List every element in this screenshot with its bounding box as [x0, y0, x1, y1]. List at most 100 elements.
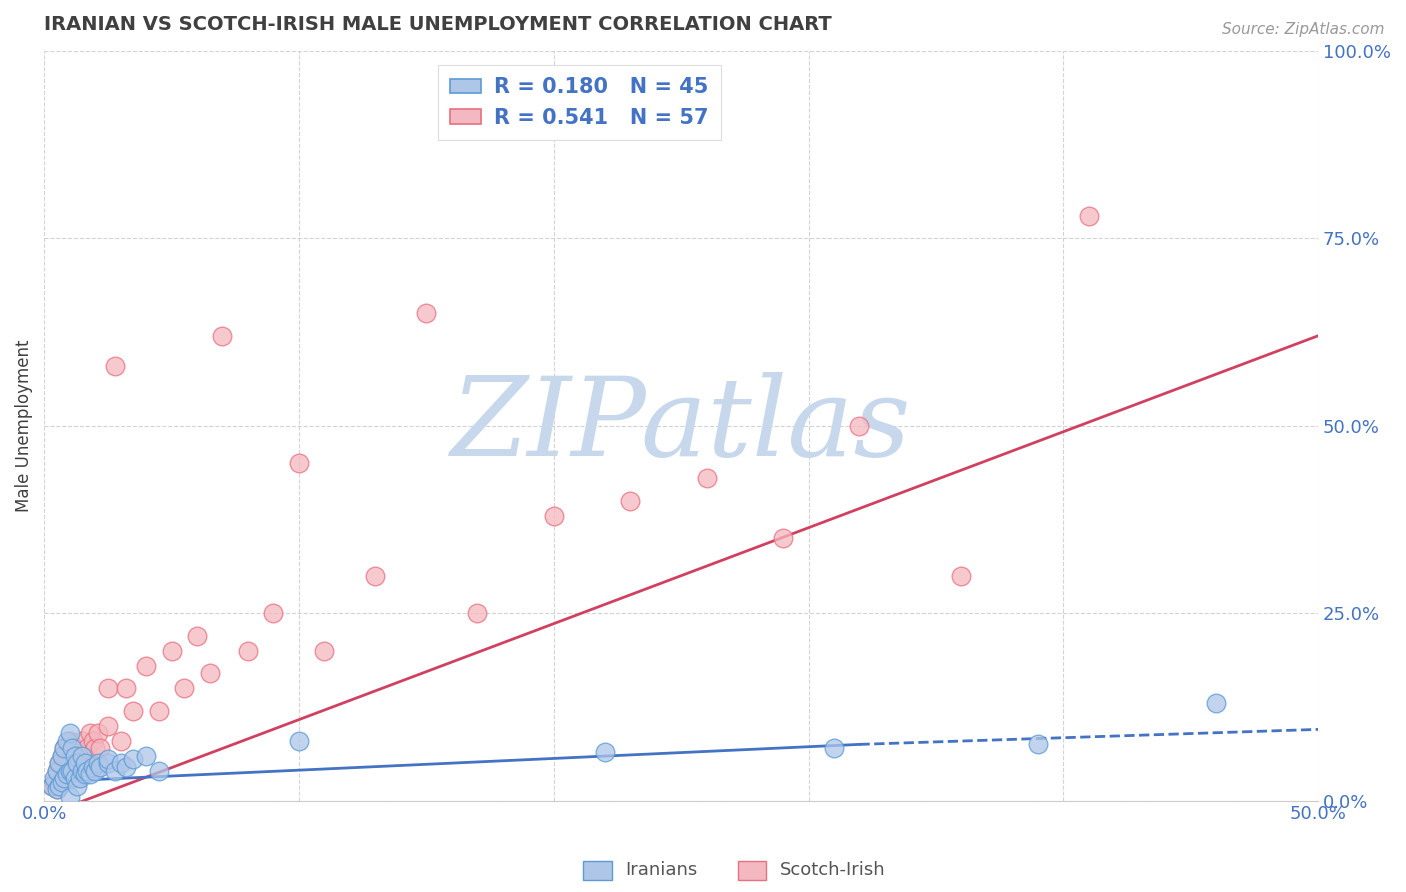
Point [45, 782, 67, 797]
Point [58, 764, 80, 778]
Point [122, 704, 145, 718]
Point [44, 775, 66, 789]
Point [823, 741, 845, 756]
Point [97, 756, 120, 771]
Point [364, 568, 387, 582]
Point [1077, 209, 1099, 223]
Point [56, 767, 79, 781]
Point [60, 748, 83, 763]
Point [60, 741, 83, 756]
Point [89, 741, 111, 756]
Point [56, 756, 79, 771]
Point [51, 748, 73, 763]
Point [135, 748, 157, 763]
Point [45, 764, 67, 778]
Point [53, 771, 76, 785]
Point [97, 718, 120, 732]
Point [76, 764, 98, 778]
Point [72, 748, 94, 763]
Point [51, 775, 73, 789]
Point [72, 733, 94, 747]
Point [73, 756, 96, 771]
Point [114, 760, 136, 774]
Point [82, 733, 104, 747]
Point [97, 752, 120, 766]
Point [950, 568, 973, 582]
Point [110, 756, 132, 771]
Point [288, 456, 311, 470]
Point [211, 328, 233, 343]
Point [53, 741, 76, 756]
Point [84, 741, 107, 756]
Point [44, 771, 66, 785]
Point [48, 779, 70, 793]
Point [543, 508, 565, 523]
Point [160, 643, 183, 657]
Point [848, 418, 870, 433]
Text: Source: ZipAtlas.com: Source: ZipAtlas.com [1222, 22, 1385, 37]
Point [619, 493, 641, 508]
Point [79, 726, 101, 740]
Point [110, 733, 132, 747]
Point [51, 775, 73, 789]
Point [593, 745, 616, 759]
Point [186, 629, 208, 643]
Point [63, 748, 86, 763]
Point [122, 752, 145, 766]
Point [66, 779, 89, 793]
Point [41, 779, 63, 793]
Point [69, 752, 91, 766]
Point [73, 748, 96, 763]
Point [104, 359, 127, 373]
Point [84, 764, 107, 778]
Point [79, 767, 101, 781]
Point [772, 531, 794, 545]
Point [48, 779, 70, 793]
Point [72, 764, 94, 778]
Point [465, 606, 488, 620]
Point [1026, 738, 1049, 752]
Point [58, 733, 80, 747]
Point [135, 658, 157, 673]
Point [73, 767, 96, 781]
Point [86, 756, 108, 771]
Point [41, 779, 63, 793]
Point [66, 748, 89, 763]
Point [63, 756, 86, 771]
Point [173, 681, 195, 695]
Point [86, 726, 108, 740]
Point [69, 771, 91, 785]
Point [66, 756, 89, 771]
Point [314, 643, 336, 657]
Point [198, 666, 221, 681]
Point [51, 748, 73, 763]
Point [66, 764, 89, 778]
Point [58, 764, 80, 778]
Point [56, 733, 79, 747]
Legend: R = 0.180   N = 45, R = 0.541   N = 57: R = 0.180 N = 45, R = 0.541 N = 57 [437, 65, 721, 140]
Point [104, 764, 127, 778]
Text: Scotch-Irish: Scotch-Irish [780, 861, 886, 879]
Point [60, 764, 83, 778]
Point [53, 741, 76, 756]
Point [48, 756, 70, 771]
Point [45, 782, 67, 797]
Point [63, 741, 86, 756]
Point [58, 726, 80, 740]
Point [148, 704, 170, 718]
Text: IRANIAN VS SCOTCH-IRISH MALE UNEMPLOYMENT CORRELATION CHART: IRANIAN VS SCOTCH-IRISH MALE UNEMPLOYMEN… [44, 15, 832, 34]
Point [72, 764, 94, 778]
Point [58, 789, 80, 804]
Point [262, 606, 284, 620]
Point [148, 764, 170, 778]
Point [48, 756, 70, 771]
Point [63, 771, 86, 785]
Text: Iranians: Iranians [626, 861, 697, 879]
Point [76, 741, 98, 756]
Y-axis label: Male Unemployment: Male Unemployment [15, 340, 32, 512]
Point [97, 681, 120, 695]
Point [415, 306, 437, 320]
Point [1205, 696, 1227, 710]
Point [45, 764, 67, 778]
Point [114, 681, 136, 695]
